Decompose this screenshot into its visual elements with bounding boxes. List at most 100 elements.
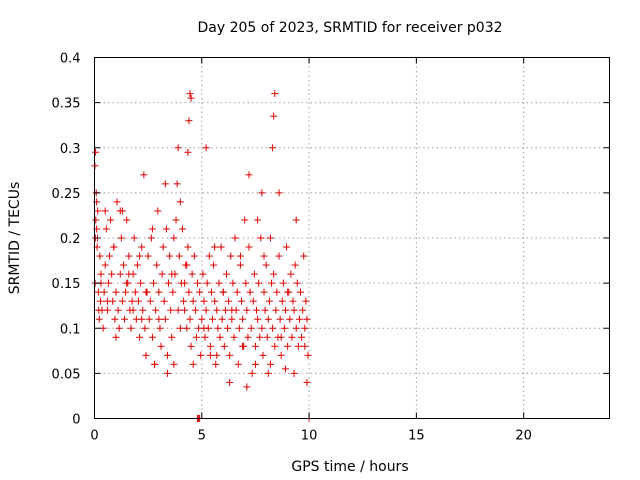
chart-title: Day 205 of 2023, SRMTID for receiver p03…: [197, 20, 502, 36]
data-point: [260, 288, 268, 296]
data-point: [146, 297, 154, 305]
data-point: [96, 252, 104, 260]
data-point: [202, 306, 210, 314]
data-point: [304, 351, 312, 359]
data-point: [153, 261, 161, 269]
data-point: [271, 342, 279, 350]
data-point: [243, 306, 251, 314]
data-point: [214, 324, 222, 332]
data-point: [273, 288, 281, 296]
data-point: [116, 270, 124, 278]
data-point: [277, 333, 285, 341]
data-point: [175, 252, 183, 260]
data-point: [176, 324, 184, 332]
data-point: [217, 243, 225, 251]
data-point: [293, 279, 301, 287]
data-point: [125, 270, 133, 278]
data-point: [110, 243, 118, 251]
data-point: [165, 279, 173, 287]
data-point: [255, 279, 263, 287]
data-point: [113, 198, 121, 206]
data-point: [112, 288, 120, 296]
data-point: [276, 315, 284, 323]
data-point: [262, 261, 270, 269]
data-point: [111, 315, 119, 323]
data-point: [259, 351, 267, 359]
data-point: [167, 306, 175, 314]
data-point: [151, 360, 159, 368]
data-point: [161, 180, 169, 188]
data-point: [235, 324, 243, 332]
data-point: [220, 342, 228, 350]
data-point: [292, 216, 300, 224]
data-point: [218, 315, 226, 323]
data-point: [183, 324, 191, 332]
data-point: [101, 261, 109, 269]
data-point: [247, 324, 255, 332]
data-point: [284, 288, 292, 296]
data-point: [138, 243, 146, 251]
data-point: [298, 333, 306, 341]
data-point: [155, 288, 163, 296]
data-point: [104, 279, 112, 287]
data-point: [206, 342, 214, 350]
data-point: [119, 261, 127, 269]
data-point: [216, 333, 224, 341]
x-tick-label: 20: [515, 429, 532, 444]
data-point: [97, 270, 105, 278]
y-tick-label: 0: [72, 413, 80, 428]
data-point: [244, 333, 252, 341]
data-point: [241, 216, 249, 224]
data-point: [281, 306, 289, 314]
data-point: [95, 315, 103, 323]
data-point: [198, 315, 206, 323]
data-point: [278, 297, 286, 305]
data-point: [206, 351, 214, 359]
data-point: [263, 333, 271, 341]
data-point: [213, 306, 221, 314]
data-point: [106, 252, 114, 260]
data-point: [280, 324, 288, 332]
data-point: [258, 324, 266, 332]
data-point: [173, 180, 181, 188]
data-point: [207, 288, 215, 296]
data-point: [186, 90, 194, 98]
data-point: [103, 306, 111, 314]
data-point: [155, 315, 163, 323]
data-point: [266, 234, 274, 242]
data-point: [301, 324, 309, 332]
data-point: [186, 315, 194, 323]
data-point: [225, 297, 233, 305]
y-axis-label: SRMTID / TECUs: [7, 182, 23, 295]
data-point: [144, 252, 152, 260]
data-point: [92, 216, 100, 224]
data-point: [303, 315, 311, 323]
data-point: [271, 90, 279, 98]
data-point: [205, 252, 213, 260]
data-point: [189, 360, 197, 368]
data-point: [254, 315, 262, 323]
x-tick-label: 0: [90, 429, 98, 444]
data-point: [210, 261, 218, 269]
data-point: [128, 297, 136, 305]
data-point: [174, 144, 182, 152]
data-point: [152, 306, 160, 314]
data-point: [156, 324, 164, 332]
data-point: [229, 279, 237, 287]
data-point: [286, 315, 294, 323]
data-point: [301, 342, 309, 350]
x-tick-label: 15: [408, 429, 425, 444]
data-point: [107, 216, 115, 224]
data-point: [237, 297, 245, 305]
x-axis-label: GPS time / hours: [291, 459, 408, 475]
data-point: [184, 148, 192, 156]
data-point: [133, 261, 141, 269]
data-point: [258, 189, 266, 197]
data-point: [112, 333, 120, 341]
data-point: [268, 279, 276, 287]
data-point: [219, 288, 227, 296]
data-point: [94, 207, 102, 215]
data-point: [249, 297, 257, 305]
data-point: [102, 225, 110, 233]
data-point: [162, 225, 170, 233]
